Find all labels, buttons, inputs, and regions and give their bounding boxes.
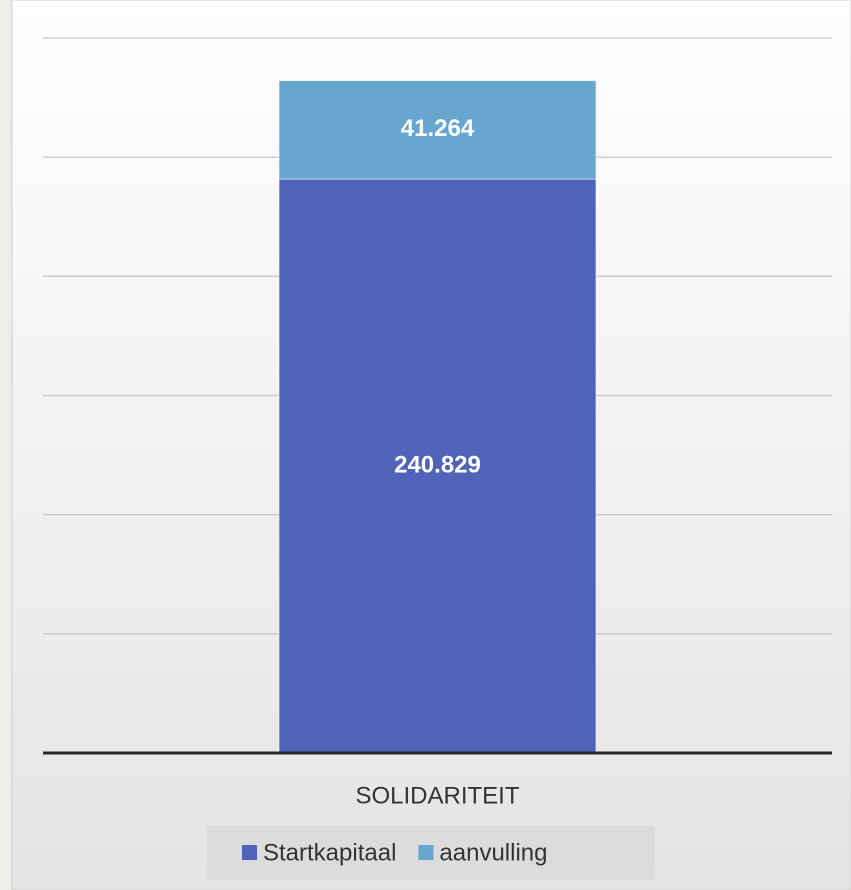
legend-swatch [242,845,257,860]
legend-swatch [418,845,434,860]
legend-label: Startkapitaal [263,839,396,866]
x-tick-label: SOLIDARITEIT [355,782,519,809]
bar-segment [278,80,597,180]
bar-segment [278,178,597,754]
data-label: 41.264 [401,115,475,142]
data-label: 240.829 [394,451,481,478]
legend-label: aanvulling [439,839,547,866]
